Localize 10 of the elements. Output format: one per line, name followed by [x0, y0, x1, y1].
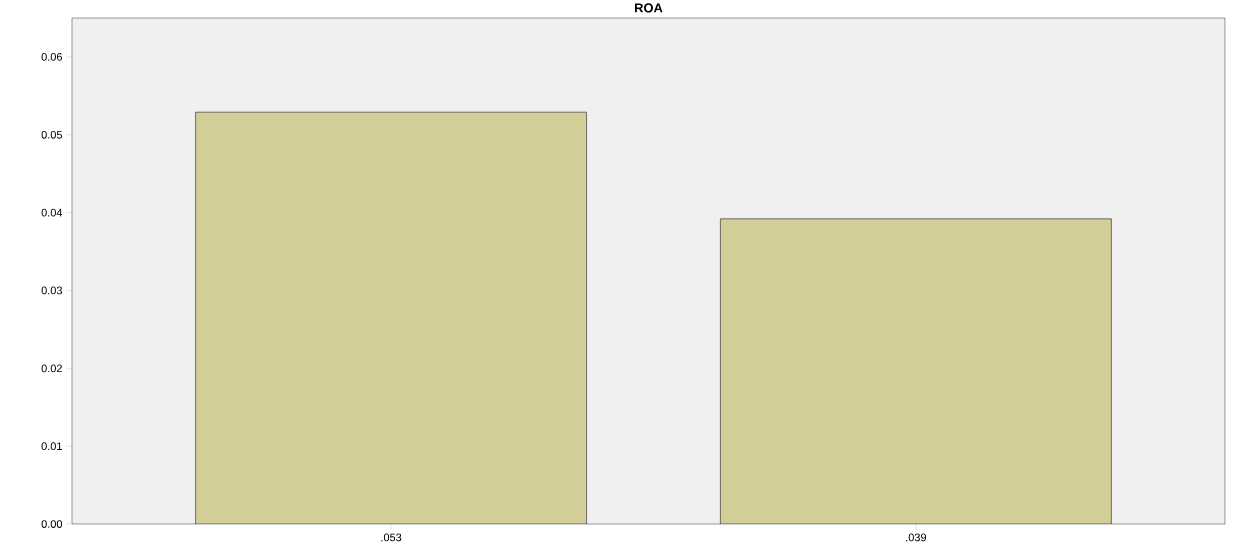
chart-title: ROA	[634, 3, 663, 13]
y-tick-label: 0.05	[41, 130, 63, 139]
y-tick-label: 0.03	[41, 286, 62, 295]
y-tick-label: 0.06	[41, 53, 62, 61]
y-tick-label: 0.00	[41, 520, 63, 528]
y-tick-label: 0.02	[41, 364, 62, 373]
x-tick-label: .053	[381, 533, 402, 542]
y-tick-label: 0.01	[41, 442, 62, 451]
y-tick-label: 0.04	[41, 208, 63, 217]
x-tick-label: .039	[906, 533, 927, 542]
